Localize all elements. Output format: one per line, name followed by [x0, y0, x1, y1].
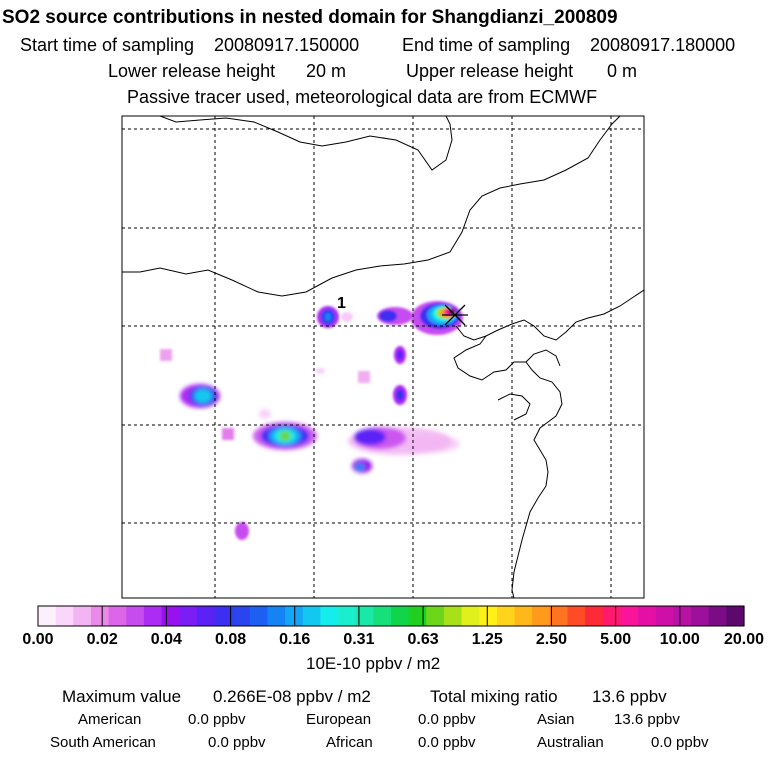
- colorbar-cell: [567, 606, 586, 626]
- map-frame: [121, 115, 645, 599]
- colorbar-tick-label: 1.25: [471, 631, 503, 648]
- colorbar-cell: [514, 606, 533, 626]
- colorbar-cell: [55, 606, 74, 626]
- region-value-european: 0.0 ppbv: [418, 711, 476, 728]
- colorbar-cell: [232, 606, 251, 626]
- colorbar-cell: [549, 606, 569, 626]
- colorbar-tick-label: 0.04: [150, 631, 182, 648]
- region-name-european: European: [306, 711, 372, 728]
- region-name-asian: Asian: [537, 711, 575, 728]
- start-time-value: 20080917.150000: [214, 35, 360, 55]
- colorbar-cell: [267, 606, 286, 626]
- region-name-south-american: South American: [50, 734, 156, 751]
- upper-release-value: 0 m: [607, 61, 638, 81]
- data-source-note: Passive tracer used, meteorological data…: [127, 87, 598, 107]
- end-time-label: End time of sampling: [402, 35, 571, 55]
- colorbar-tick-label: 0.16: [279, 631, 311, 648]
- colorbar-tick-label: 0.00: [22, 631, 54, 648]
- colorbar-tick-label: 0.02: [86, 631, 118, 648]
- region-name-australian: Australian: [537, 734, 604, 751]
- total-mixing-label: Total mixing ratio: [430, 687, 558, 706]
- page-title: SO2 source contributions in nested domai…: [2, 7, 618, 28]
- colorbar-tick-label: 0.08: [214, 631, 247, 648]
- colorbar-cell: [320, 606, 339, 626]
- colorbar-cell: [373, 606, 392, 626]
- colorbar-cell: [355, 606, 374, 626]
- lower-release-value: 20 m: [306, 61, 347, 81]
- region-value-south-american: 0.0 ppbv: [208, 734, 266, 751]
- colorbar-cell: [691, 606, 710, 626]
- colorbar-cell: [620, 606, 639, 626]
- region-name-american: American: [78, 711, 142, 728]
- end-time-value: 20080917.180000: [590, 35, 736, 55]
- colorbar-cell: [73, 606, 92, 626]
- start-time-label: Start time of sampling: [20, 35, 195, 55]
- colorbar-cell: [285, 606, 304, 626]
- colorbar-cell: [443, 606, 463, 626]
- region-value-american: 0.0 ppbv: [188, 711, 246, 728]
- x-star-icon: [442, 304, 468, 326]
- colorbar-cell: [161, 606, 180, 626]
- colorbar-cell: [196, 606, 216, 626]
- max-value: 0.266E-08 ppbv / m2: [213, 687, 371, 706]
- colorbar-cell: [143, 606, 163, 626]
- colorbar-cell: [479, 606, 498, 626]
- total-mixing-value: 13.6 ppbv: [592, 687, 667, 706]
- region-value-african: 0.0 ppbv: [418, 734, 476, 751]
- max-value-label: Maximum value: [62, 687, 182, 706]
- colorbar-cell: [673, 606, 692, 626]
- lat-lon-grid: [122, 116, 644, 598]
- colorbar-tick-label: 5.00: [600, 631, 632, 648]
- colorbar-cell: [655, 606, 674, 626]
- colorbar-tick-label: 2.50: [535, 631, 568, 648]
- colorbar-cell: [179, 606, 198, 626]
- lower-release-label: Lower release height: [108, 61, 276, 81]
- colorbar-cell: [391, 606, 410, 626]
- colorbar-cell: [338, 606, 357, 626]
- colorbar-cell: [532, 606, 551, 626]
- colorbar-cell: [602, 606, 622, 626]
- colorbar-cell: [726, 606, 745, 626]
- colorbar-tick-label: 0.63: [407, 631, 439, 648]
- colorbar-cell: [708, 606, 727, 626]
- source-marker-label: 1: [337, 295, 346, 312]
- colorbar-tick-label: 20.00: [723, 631, 765, 648]
- coastline-lines: [122, 116, 644, 598]
- region-value-australian: 0.0 ppbv: [651, 734, 709, 751]
- colorbar-cell: [249, 606, 269, 626]
- colorbar-cell: [426, 606, 445, 626]
- colorbar-cell: [90, 606, 110, 626]
- region-value-asian: 13.6 ppbv: [614, 711, 680, 728]
- colorbar-cell: [302, 606, 321, 626]
- upper-release-label: Upper release height: [406, 61, 574, 81]
- colorbar-cell: [214, 606, 233, 626]
- colorbar-cell: [38, 606, 57, 626]
- colorbar-cell: [408, 606, 427, 626]
- colorbar-cell: [126, 606, 145, 626]
- colorbar-cell: [461, 606, 480, 626]
- colorbar-frame: [37, 605, 745, 627]
- colorbar-cell: [108, 606, 127, 626]
- colorbar-cell: [496, 606, 516, 626]
- colorbar-cell: [638, 606, 657, 626]
- region-name-african: African: [326, 734, 373, 751]
- colorbar-tick-label: 10.00: [659, 631, 700, 648]
- colorbar-cell: [585, 606, 604, 626]
- colorbar-unit-label: 10E-10 ppbv / m2: [306, 654, 441, 673]
- colorbar-tick-label: 0.31: [343, 631, 375, 648]
